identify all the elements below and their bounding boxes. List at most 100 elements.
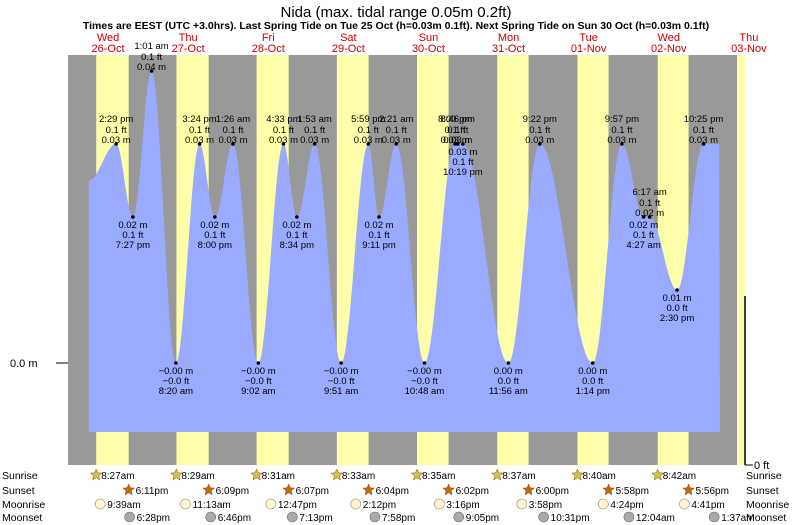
moonrise-time: 11:13am xyxy=(193,500,231,511)
moonrise-time: 2:12pm xyxy=(363,500,396,511)
tide-label: 0.02 m xyxy=(118,220,147,231)
tide-label: 0.1 ft xyxy=(529,125,550,136)
tide-label: 0.02 m xyxy=(282,220,311,231)
day-date: 29-Oct xyxy=(332,43,365,55)
tide-label: 9:11 pm xyxy=(362,240,396,251)
moonrise-icon xyxy=(94,498,106,510)
moonset-icon xyxy=(538,511,549,523)
sunset-time: 6:07pm xyxy=(296,486,329,497)
tide-label: 8:34 pm xyxy=(280,240,314,251)
sunrise-time: 8:42am xyxy=(663,471,696,482)
moonrise-icon xyxy=(516,498,528,510)
tide-curve-layer xyxy=(88,71,721,432)
tide-label: 2:29 pm xyxy=(99,114,133,125)
day-date: 03-Nov xyxy=(731,43,767,55)
tide-label: 0.00 m xyxy=(578,366,607,377)
day-date: 02-Nov xyxy=(651,43,687,55)
moonset-time: 9:05pm xyxy=(466,513,499,524)
tide-label: 11:56 am xyxy=(489,386,528,397)
day-date: 31-Oct xyxy=(492,43,525,55)
tide-point xyxy=(537,142,542,146)
sunrise-time: 8:37am xyxy=(502,471,535,482)
moonset-time: 6:46pm xyxy=(218,513,251,524)
tide-label: 0.1 ft xyxy=(386,125,407,136)
tide-point xyxy=(114,142,118,146)
tide-labels-layer: 2:29 pm0.1 ft0.03 m0.02 m0.1 ft7:27 pm1:… xyxy=(99,41,723,397)
tide-label: 0.03 m xyxy=(443,135,472,146)
tide-label: 0.1 ft xyxy=(452,157,473,168)
tide-label: 0.1 ft xyxy=(286,230,307,241)
day-name: Wed xyxy=(97,32,119,44)
almanac-row-label-left: Moonset xyxy=(2,512,42,524)
tide-label: 0.03 m xyxy=(218,135,247,146)
tide-label: 0.03 m xyxy=(102,135,131,146)
day-name: Wed xyxy=(658,32,680,44)
tide-label: 0.02 m xyxy=(365,220,394,231)
tide-label: 0.1 ft xyxy=(189,125,210,136)
tide-point xyxy=(281,142,286,146)
sunrise-time: 8:40am xyxy=(583,471,616,482)
tide-label: −0.00 m xyxy=(241,366,276,377)
tide-label: 0.1 ft xyxy=(304,125,325,136)
tide-label: 0.1 ft xyxy=(693,125,714,136)
moonset-icon xyxy=(623,511,635,523)
moonset-time: 1:37am xyxy=(721,513,754,524)
tide-label: 0.1 ft xyxy=(368,230,389,241)
tide-label: 10:48 am xyxy=(405,386,445,397)
day-name: Thu xyxy=(739,32,758,44)
almanac-row-label-right: Moonrise xyxy=(746,499,789,511)
tide-label: 0.03 m xyxy=(689,135,718,146)
tide-label: 7:27 pm xyxy=(116,240,150,251)
day-date: 27-Oct xyxy=(172,43,205,55)
tide-label: 0.1 ft xyxy=(611,125,632,136)
tide-point xyxy=(256,361,261,365)
tide-point xyxy=(455,142,460,146)
moonrise-icon xyxy=(598,498,609,510)
tide-label: 8:00 pm xyxy=(438,114,472,125)
sunrise-time: 8:35am xyxy=(422,471,455,482)
tide-label: 10:19 pm xyxy=(443,167,483,178)
tide-label: 8:20 am xyxy=(159,386,193,397)
sunset-icon xyxy=(682,483,695,496)
sunset-icon xyxy=(442,483,455,496)
tide-point xyxy=(174,361,178,365)
chart-title: Nida (max. tidal range 0.05m 0.2ft) xyxy=(281,4,512,21)
tide-label: 0.1 ft xyxy=(106,125,127,136)
sunset-icon xyxy=(362,483,375,496)
tide-label: −0.00 m xyxy=(407,366,442,377)
tide-label: 0.02 m xyxy=(635,208,664,219)
tide-point xyxy=(213,215,217,219)
tide-point xyxy=(295,215,299,219)
day-name: Mon xyxy=(498,32,519,44)
tide-point xyxy=(701,142,706,146)
tide-label: 8:46 pm xyxy=(441,114,475,125)
tide-point xyxy=(620,142,624,146)
moonset-icon xyxy=(287,511,298,523)
sunrise-icon xyxy=(410,468,424,481)
tide-point xyxy=(394,142,399,146)
tide-area xyxy=(88,71,721,432)
tide-label: 0.02 m xyxy=(200,220,229,231)
tide-point xyxy=(339,361,343,365)
tide-point xyxy=(149,69,154,73)
sunrise-icon xyxy=(571,468,584,481)
tide-point xyxy=(675,288,679,292)
tide-label: 10:25 pm xyxy=(684,114,724,125)
sunset-time: 6:11pm xyxy=(136,486,169,497)
tide-label: 0.1 ft xyxy=(273,125,294,136)
day-name: Sun xyxy=(419,32,439,44)
day-name: Fri xyxy=(262,32,275,44)
tide-label: 6:17 am xyxy=(633,187,667,198)
chart-subtitle: Times are EEST (UTC +3.0hrs). Last Sprin… xyxy=(83,20,709,32)
sunset-time: 6:00pm xyxy=(536,486,569,497)
tide-point xyxy=(453,142,457,146)
day-date: 01-Nov xyxy=(571,43,607,55)
tide-point xyxy=(461,142,465,146)
moonrise-icon xyxy=(350,498,361,510)
sunset-icon xyxy=(202,483,216,496)
sunset-time: 5:58pm xyxy=(616,486,649,497)
tide-label: 4:33 pm xyxy=(266,114,300,125)
sunset-time: 6:02pm xyxy=(456,486,489,497)
tide-point xyxy=(377,215,381,219)
sunrise-time: 8:31am xyxy=(262,471,295,482)
